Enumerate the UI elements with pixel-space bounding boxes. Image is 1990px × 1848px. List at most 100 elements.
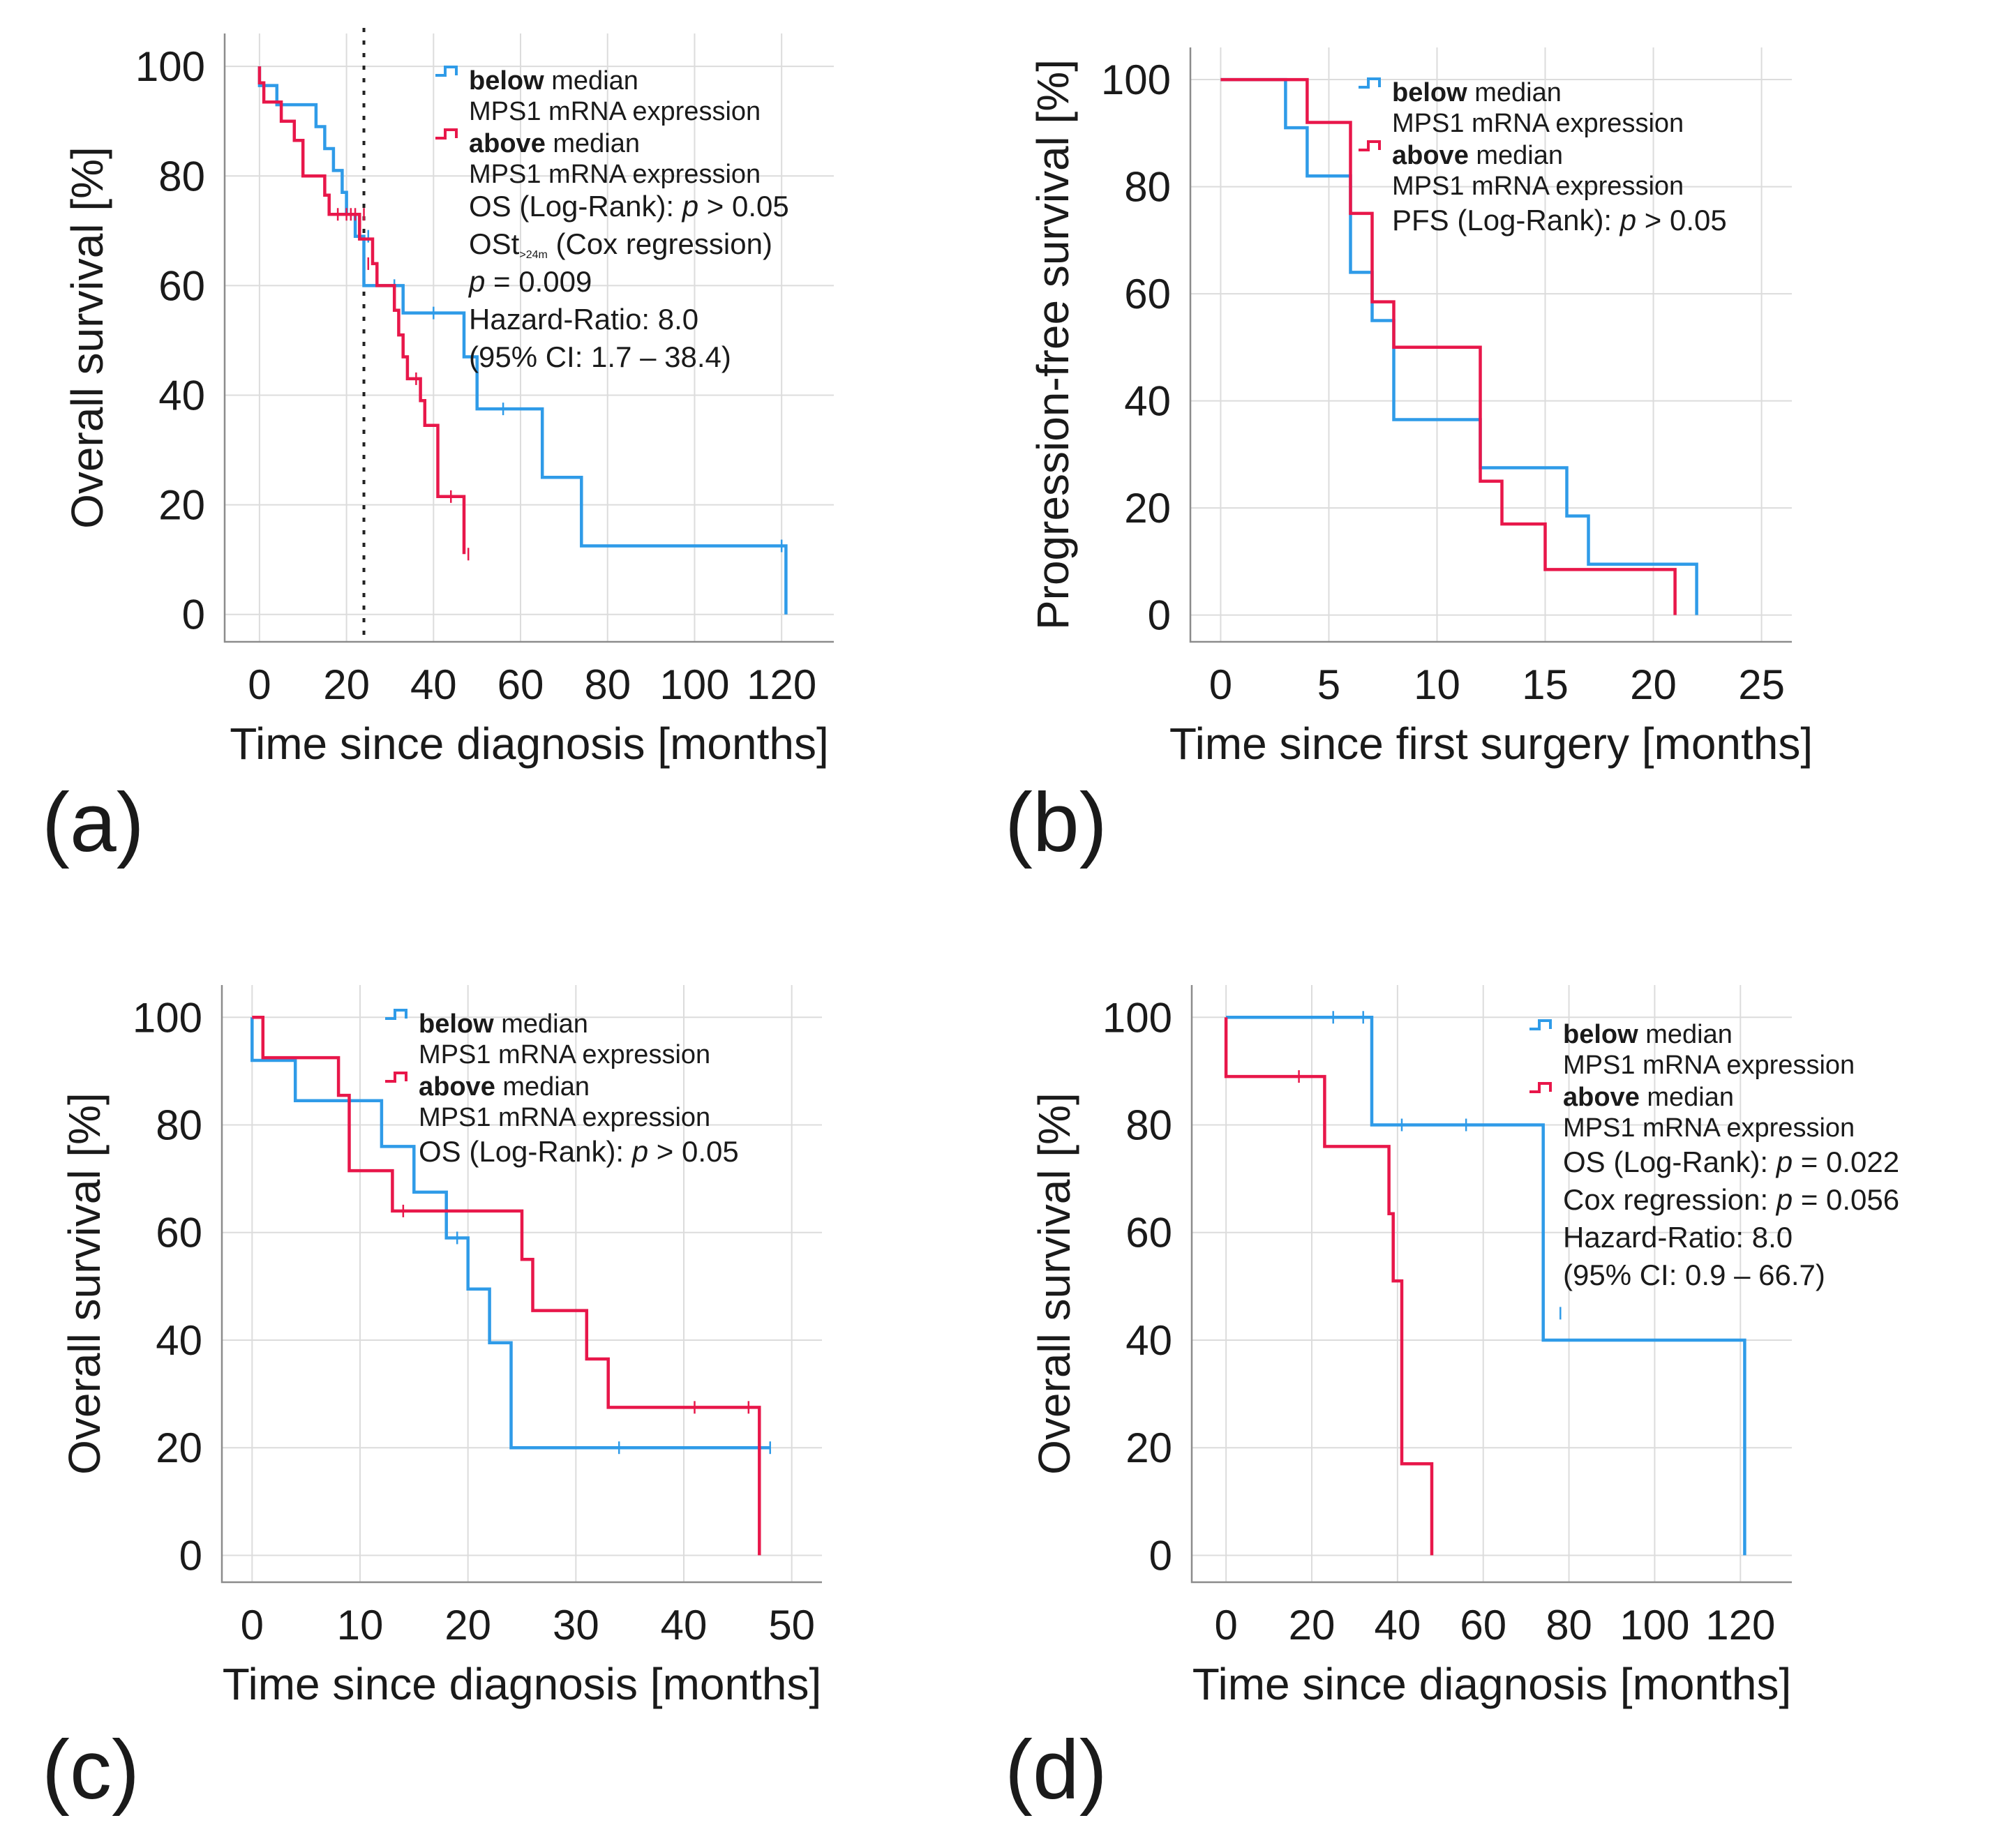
legend-bold: above <box>1563 1083 1640 1112</box>
stat-part: OSt <box>469 227 520 260</box>
x-tick-label: 40 <box>1374 1602 1421 1648</box>
y-tick-label: 60 <box>1125 1210 1172 1256</box>
legend-symbol-below <box>385 1009 407 1020</box>
x-axis-title: Time since first surgery [months] <box>1169 719 1813 769</box>
stat-part: = 0.056 <box>1793 1183 1899 1216</box>
legend-rest: median <box>544 66 638 96</box>
legend-label-above: above median <box>419 1072 590 1102</box>
legend-rest: median <box>1638 1020 1733 1049</box>
legend-bold: below <box>1392 78 1467 107</box>
legend-rest: median <box>546 129 640 158</box>
x-tick-label: 0 <box>241 1602 264 1648</box>
x-tick-label: 0 <box>1209 661 1232 708</box>
legend-label-above: above median <box>1392 141 1563 170</box>
survival-curve-above <box>1224 1017 1434 1556</box>
legend-bold: below <box>469 66 544 96</box>
legend-sublabel-below: MPS1 mRNA expression <box>1563 1051 1855 1080</box>
chart-panel-d: 0 20 40 60 80 100 120 0 20 40 60 80 100 Time since di… <box>1005 985 1899 1817</box>
x-tick-label: 15 <box>1522 661 1569 708</box>
y-axis-title: Progression-free survival [%] <box>1028 59 1078 630</box>
y-axis-title: Overall survival [%] <box>1029 1092 1079 1475</box>
stat-part: OS (Log-Rank): <box>1563 1145 1776 1178</box>
legend-label-below: below median <box>469 66 638 96</box>
x-tick-label: 20 <box>1289 1602 1336 1648</box>
survival-curve-above <box>252 1016 761 1556</box>
stat-line: OS (Log-Rank): p = 0.022 <box>1563 1145 1899 1178</box>
x-tick-label: 0 <box>248 661 271 708</box>
legend-symbol-below <box>435 66 458 77</box>
legend-label-below: below median <box>1392 78 1562 107</box>
y-tick-label: 80 <box>1124 164 1171 211</box>
y-tick-label: 60 <box>156 1210 202 1256</box>
legend-bold: below <box>1563 1020 1638 1049</box>
stat-part: = 0.022 <box>1793 1145 1899 1178</box>
stat-part: (Cox regression) <box>548 227 772 260</box>
y-tick-label: 20 <box>158 482 205 529</box>
x-tick-label: 10 <box>337 1602 384 1648</box>
stat-line: OS (Log-Rank): p > 0.05 <box>419 1135 739 1168</box>
x-tick-label: 25 <box>1738 661 1785 708</box>
legend-label-below: below median <box>419 1009 588 1039</box>
y-tick-label: 40 <box>156 1317 202 1364</box>
stat-p-symbol: p <box>1775 1183 1793 1216</box>
stat-line: OS (Log-Rank): p > 0.05 <box>469 190 789 223</box>
stat-p-symbol: p <box>467 265 485 298</box>
y-tick-label: 0 <box>179 1532 202 1579</box>
y-tick-label: 20 <box>1124 485 1171 532</box>
legend-symbol-above <box>1529 1082 1552 1093</box>
stat-subscript: >24m <box>519 249 547 261</box>
axes-frame <box>220 985 822 1584</box>
stat-part: OS (Log-Rank): <box>419 1135 632 1168</box>
x-tick-label: 20 <box>323 661 370 708</box>
legend-sublabel-below: MPS1 mRNA expression <box>419 1040 710 1069</box>
y-tick-label: 0 <box>1148 592 1171 639</box>
x-tick-label: 40 <box>661 1602 708 1648</box>
chart-panel-c: 0 10 20 30 40 50 0 20 40 60 80 100 Time since diagno… <box>42 985 822 1817</box>
stat-line: (95% CI: 0.9 – 66.7) <box>1563 1259 1825 1291</box>
chart-panel-b: 0 5 10 15 20 25 0 20 40 60 80 100 Time since first s… <box>1005 47 1813 869</box>
legend-label-below: below median <box>1563 1020 1733 1049</box>
y-tick-label: 20 <box>1125 1425 1172 1471</box>
stat-part: Cox regression: <box>1563 1183 1776 1216</box>
legend-bold: above <box>1392 141 1469 170</box>
panel-label-a: (a) <box>42 776 144 869</box>
survival-curve-above <box>1220 77 1677 615</box>
stat-line: (95% CI: 1.7 – 38.4) <box>469 340 731 373</box>
legend-rest: median <box>1469 141 1563 170</box>
x-axis-title: Time since diagnosis [months] <box>1192 1659 1791 1709</box>
legend-symbol-above <box>435 128 458 140</box>
survival-curve-above <box>257 66 466 555</box>
stat-part: > 0.05 <box>698 190 789 223</box>
legend-label-above: above median <box>1563 1083 1734 1112</box>
survival-curve-below <box>250 1017 770 1450</box>
stat-line: p = 0.009 <box>467 265 592 298</box>
legend-sublabel-below: MPS1 mRNA expression <box>1392 109 1684 138</box>
x-tick-label: 0 <box>1214 1602 1237 1648</box>
stat-line: OSt>24m (Cox regression) <box>469 227 772 261</box>
x-tick-label: 5 <box>1317 661 1340 708</box>
x-tick-label: 100 <box>659 661 729 708</box>
stat-line: PFS (Log-Rank): p > 0.05 <box>1392 204 1727 236</box>
y-tick-label: 0 <box>182 592 205 638</box>
legend-sublabel-above: MPS1 mRNA expression <box>419 1103 710 1132</box>
x-tick-label: 60 <box>1460 1602 1506 1648</box>
y-tick-label: 80 <box>158 153 205 200</box>
x-tick-label: 120 <box>1705 1602 1775 1648</box>
x-tick-label: 80 <box>1546 1602 1592 1648</box>
legend-rest: median <box>494 1009 588 1039</box>
x-tick-label: 20 <box>444 1602 491 1648</box>
x-tick-label: 80 <box>584 661 631 708</box>
legend-rest: median <box>1467 78 1562 107</box>
stat-line: Hazard-Ratio: 8.0 <box>469 303 698 336</box>
survival-curve-below <box>257 66 788 615</box>
legend-symbol-above <box>385 1072 407 1083</box>
stat-p-symbol: p <box>1619 204 1636 236</box>
stat-p-symbol: p <box>631 1135 648 1168</box>
y-tick-label: 60 <box>1124 271 1171 317</box>
y-tick-label: 100 <box>1102 994 1172 1041</box>
y-tick-label: 20 <box>156 1425 202 1471</box>
stat-part: PFS (Log-Rank): <box>1392 204 1620 236</box>
axes-frame <box>1190 985 1792 1584</box>
legend-sublabel-above: MPS1 mRNA expression <box>1563 1113 1855 1143</box>
x-tick-label: 50 <box>768 1602 815 1648</box>
